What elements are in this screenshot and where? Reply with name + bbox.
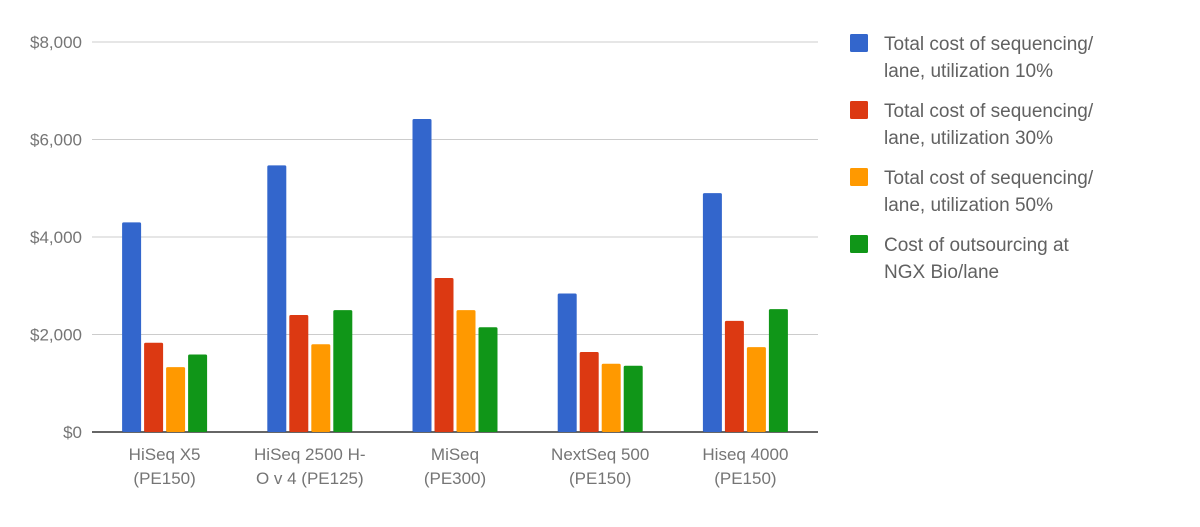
bar <box>601 363 621 432</box>
x-tick-label: HiSeq X5 <box>129 445 201 464</box>
y-tick-label: $2,000 <box>30 326 82 345</box>
x-tick-label: (PE150) <box>133 469 195 488</box>
legend-swatch <box>850 168 868 186</box>
bar <box>456 310 476 432</box>
bar <box>267 165 287 432</box>
x-tick-label: (PE300) <box>424 469 486 488</box>
bar <box>478 327 498 432</box>
bar <box>579 352 599 432</box>
x-axis: HiSeq X5 (PE150) HiSeq 2500 H- O v 4 (PE125… <box>129 445 789 488</box>
legend-label: Total cost of sequencing/ <box>884 101 1094 122</box>
legend-label: lane, utilization 30% <box>884 128 1053 149</box>
x-tick-label: MiSeq <box>431 445 479 464</box>
x-tick-label: (PE150) <box>569 469 631 488</box>
bar <box>333 310 353 432</box>
bar <box>702 193 722 432</box>
bar <box>122 222 142 432</box>
bars <box>122 119 788 433</box>
legend-label: Total cost of sequencing/ <box>884 34 1094 55</box>
legend-label: lane, utilization 10% <box>884 61 1053 82</box>
legend-label: Cost of outsourcing at <box>884 235 1070 256</box>
legend-swatch <box>850 235 868 253</box>
gridlines <box>92 41 818 433</box>
bar <box>434 277 454 432</box>
bar <box>166 367 186 432</box>
x-tick-label: NextSeq 500 <box>551 445 649 464</box>
bar <box>724 320 744 432</box>
y-tick-label: $6,000 <box>30 131 82 150</box>
bar <box>557 293 577 432</box>
bar <box>188 354 208 432</box>
x-tick-label: HiSeq 2500 H- <box>254 445 366 464</box>
bar <box>768 309 788 432</box>
legend-swatch <box>850 34 868 52</box>
legend-label: Total cost of sequencing/ <box>884 168 1094 189</box>
legend: Total cost of sequencing/lane, utilizati… <box>850 34 1094 283</box>
bar <box>623 365 643 432</box>
y-tick-label: $0 <box>63 423 82 442</box>
bar <box>746 347 766 432</box>
y-tick-label: $4,000 <box>30 228 82 247</box>
legend-swatch <box>850 101 868 119</box>
y-tick-label: $8,000 <box>30 33 82 52</box>
bar <box>412 119 432 433</box>
bar <box>144 342 164 432</box>
legend-label: lane, utilization 50% <box>884 195 1053 216</box>
bar <box>289 315 309 432</box>
x-tick-label: (PE150) <box>714 469 776 488</box>
bar <box>311 344 331 432</box>
legend-label: NGX Bio/lane <box>884 262 999 283</box>
y-axis: $0 $2,000 $4,000 $6,000 $8,000 <box>30 33 82 442</box>
x-tick-label: Hiseq 4000 <box>702 445 788 464</box>
x-tick-label: O v 4 (PE125) <box>256 469 364 488</box>
